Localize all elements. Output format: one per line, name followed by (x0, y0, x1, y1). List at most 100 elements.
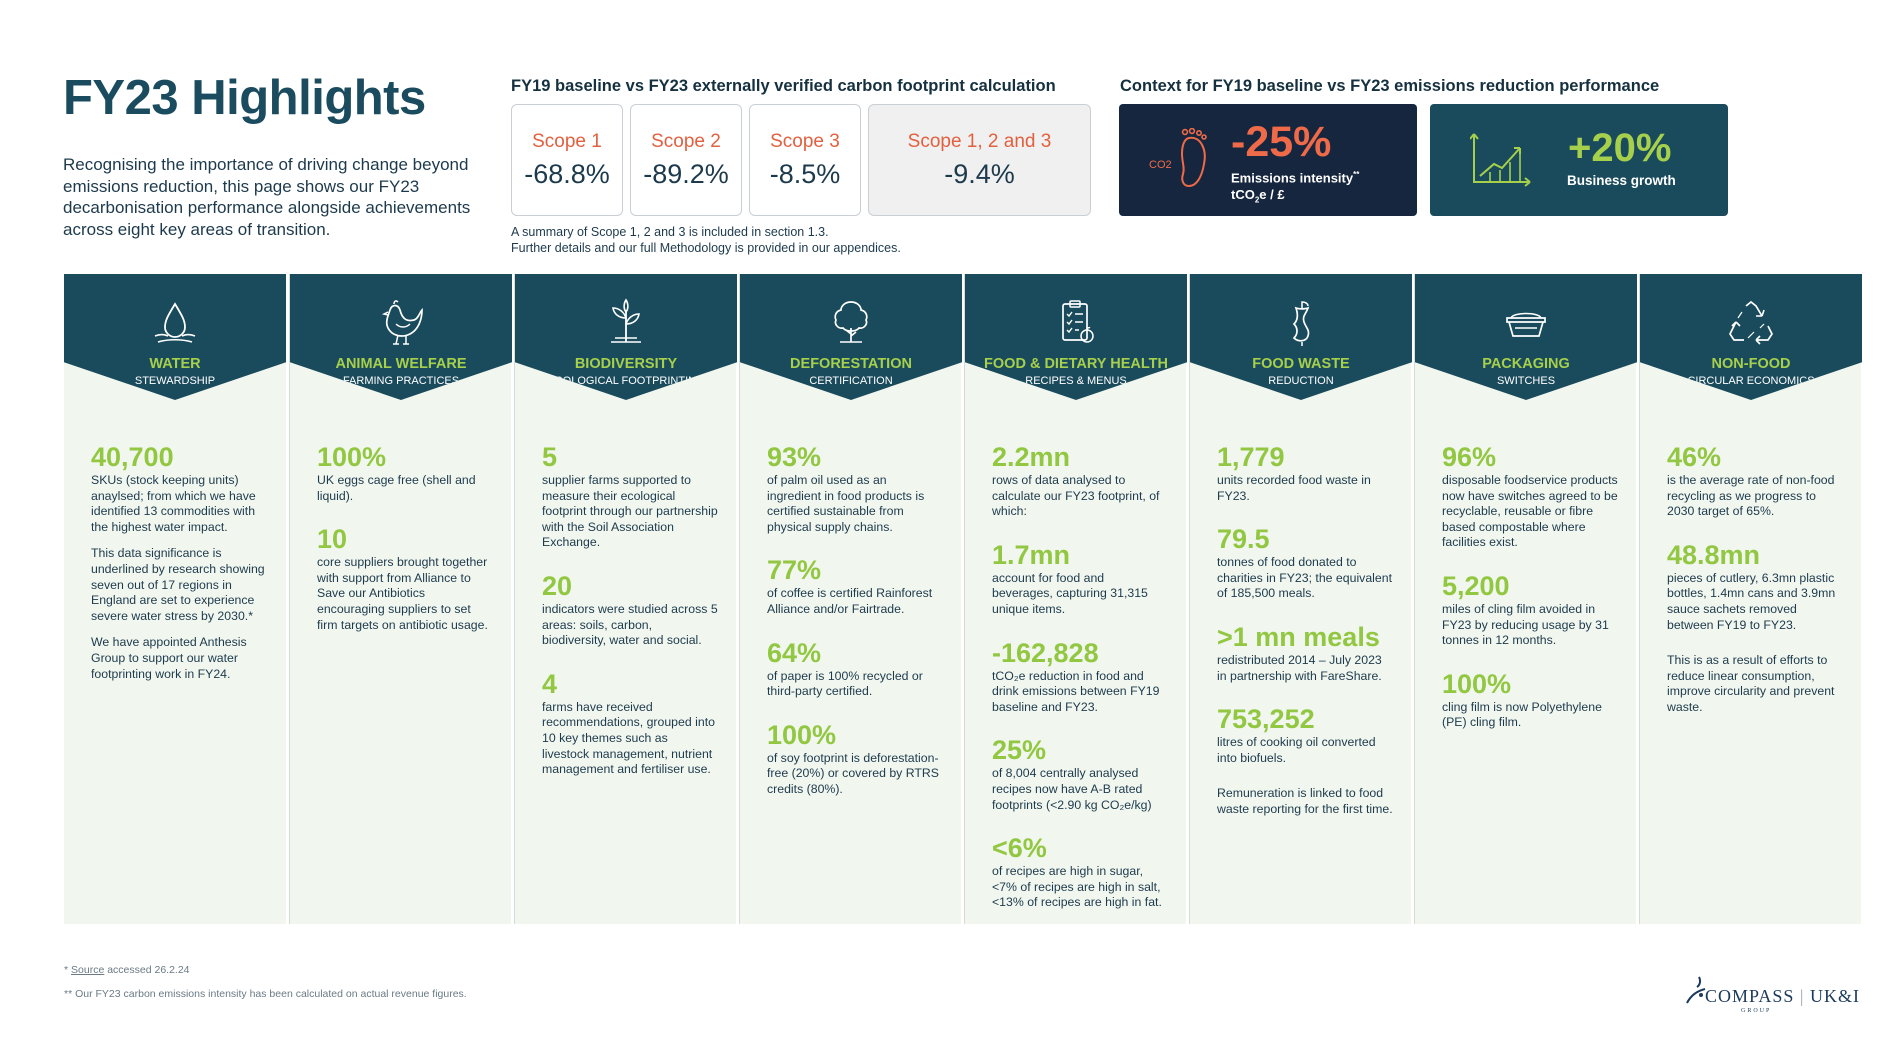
stat-description: of coffee is certified Rainforest Allian… (767, 586, 933, 616)
stat-description: litres of cooking oil converted into bio… (1217, 735, 1376, 765)
column-subtitle: FARMING PRACTICES (342, 375, 460, 387)
column-header: WATER STEWARDSHIP (64, 274, 286, 400)
co2-icon-text: CO2 (1149, 159, 1172, 171)
column-header: FOOD & DIETARY HEALTH RECIPES & MENUS (965, 274, 1187, 400)
scope-total-value: -9.4% (944, 159, 1015, 189)
stat-description: disposable foodservice products now have… (1442, 473, 1618, 550)
footnote-source-text: accessed 26.2.24 (107, 964, 190, 976)
water-drop-icon (154, 302, 196, 343)
emissions-intensity-value: -25% (1231, 118, 1332, 166)
intro-text: Recognising the importance of driving ch… (63, 155, 471, 239)
column-body: 46% is the average rate of non-food recy… (1667, 442, 1843, 736)
column-subtitle: CERTIFICATION (809, 375, 893, 387)
stat-description: of soy footprint is deforestation-free (… (767, 750, 939, 796)
scope-3-label: Scope 3 (770, 131, 840, 152)
logo-wordmark: COMPASS | UK&I (1705, 986, 1860, 1006)
transition-areas: WATER STEWARDSHIP 40,700 SKUs (stock kee… (64, 274, 1862, 924)
stat-value: 79.5 (1217, 524, 1270, 555)
emissions-intensity-card: CO2 -25% Emissions intensity** tCO2e / £ (1119, 104, 1417, 216)
logo-group-text: GROUP (1741, 1008, 1772, 1014)
column-body: 40,700 SKUs (stock keeping units) anayls… (91, 442, 267, 702)
scope-1-box: Scope 1 -68.8% (511, 104, 623, 216)
stat-value: 40,700 (91, 442, 174, 472)
scope-3-value: -8.5% (769, 159, 841, 189)
footnote-intensity: ** Our FY23 carbon emissions intensity h… (64, 988, 467, 1000)
column-title: ANIMAL WELFARE (335, 356, 467, 372)
column-subtitle: CIRCULAR ECONOMICS (1687, 375, 1815, 387)
column-header: FOOD WASTE REDUCTION (1190, 274, 1412, 400)
emissions-intensity-unit-end: e / £ (1259, 187, 1285, 203)
emissions-intensity-footnote-mark: ** (1353, 170, 1360, 179)
stat-value: 10 (317, 524, 348, 555)
context-heading: Context for FY19 baseline vs FY23 emissi… (1120, 77, 1660, 95)
stat-description: This data significance is underlined by … (91, 546, 265, 623)
stat-value: 48.8mn (1667, 539, 1761, 570)
stat-value: 753,252 (1217, 704, 1315, 735)
growth-chart-icon (1470, 133, 1531, 187)
stat-description: SKUs (stock keeping units) anaylsed; fro… (91, 473, 256, 534)
stat-description: tCO₂e reduction in food and drink emissi… (992, 668, 1160, 714)
stat-description: Remuneration is linked to food waste rep… (1217, 786, 1393, 816)
column-title: FOOD WASTE (1252, 356, 1350, 372)
source-link[interactable]: Source (71, 964, 105, 976)
stat-value: 46% (1667, 442, 1722, 472)
stat-value: 1.7mn (992, 539, 1071, 570)
column-packaging: PACKAGING SWITCHES 96% disposable foodse… (1414, 274, 1637, 924)
stat-value: 100% (767, 719, 837, 750)
stat-value: 93% (767, 442, 822, 472)
stat-description: farms have received recommendations, gro… (542, 699, 715, 777)
column-title: WATER (149, 356, 201, 372)
chicken-icon (381, 300, 423, 345)
emissions-intensity-label: Emissions intensity** tCO2e / £ (1231, 166, 1359, 209)
stat-value: <6% (992, 833, 1047, 864)
footnote-mark: * (64, 964, 69, 976)
emissions-intensity-label-1: Emissions intensity (1231, 170, 1354, 186)
column-subtitle: ECOLOGICAL FOOTPRINTING (547, 375, 705, 387)
column-water: WATER STEWARDSHIP 40,700 SKUs (stock kee… (64, 274, 286, 924)
logo-region: UK&I (1810, 986, 1860, 1006)
column-biodiversity: BIODIVERSITY ECOLOGICAL FOOTPRINTING 5 s… (514, 274, 737, 924)
logo-name: COMPASS (1705, 986, 1795, 1006)
stat-value: 100% (1442, 668, 1512, 699)
co2-footprint-icon: CO2 (1149, 128, 1207, 188)
stat-description: of recipes are high in sugar, <7% of rec… (992, 864, 1162, 910)
stat-value: 2.2mn (992, 442, 1071, 472)
column-header: BIODIVERSITY ECOLOGICAL FOOTPRINTING (515, 274, 737, 400)
stat-value: 1,779 (1217, 442, 1285, 472)
stat-value: -162,828 (992, 637, 1099, 668)
tree-icon (834, 301, 868, 343)
stat-value: 77% (767, 555, 822, 586)
scope-note-line-2: Further details and our full Methodology… (511, 241, 901, 255)
column-title: NON-FOOD (1711, 356, 1791, 372)
stat-description: This is as a result of efforts to reduce… (1667, 653, 1835, 714)
stat-value: 100% (317, 442, 387, 472)
column-header: NON-FOOD CIRCULAR ECONOMICS (1640, 274, 1862, 400)
page-title: FY23 Highlights (63, 71, 426, 125)
column-title: PACKAGING (1482, 356, 1570, 372)
stat-description: units recorded food waste in FY23. (1217, 473, 1371, 503)
apple-core-icon (1292, 301, 1310, 346)
recipe-checklist-icon (1062, 300, 1094, 343)
stat-description: rows of data analysed to calculate our F… (992, 473, 1160, 519)
column-body: 100% UK eggs cage free (shell and liquid… (317, 442, 493, 653)
stat-value: 25% (992, 735, 1047, 766)
stat-description: indicators were studied across 5 areas: … (542, 601, 718, 648)
scope-note: A summary of Scope 1, 2 and 3 is include… (511, 224, 901, 256)
column-title: BIODIVERSITY (574, 356, 678, 372)
recycle-icon (1729, 300, 1773, 345)
column-food-dietary-health: FOOD & DIETARY HEALTH RECIPES & MENUS 2.… (964, 274, 1187, 924)
stat-description: of 8,004 centrally analysed recipes now … (992, 766, 1152, 812)
stat-description: account for food and beverages, capturin… (992, 570, 1148, 616)
column-body: 5 supplier farms supported to measure th… (542, 442, 718, 798)
emissions-intensity-unit: tCO (1231, 187, 1255, 203)
stat-value: 64% (767, 637, 822, 668)
stat-value: 5 (542, 442, 558, 472)
stat-description: miles of cling film avoided in FY23 by r… (1442, 601, 1609, 648)
stat-description: redistributed 2014 – July 2023 in partne… (1217, 652, 1382, 683)
scope-total-label: Scope 1, 2 and 3 (907, 131, 1052, 152)
compass-logo: COMPASS | UK&I GROUP (1683, 975, 1860, 1019)
business-growth-label: Business growth (1567, 173, 1676, 188)
stat-value: 20 (542, 570, 573, 601)
column-deforestation: DEFORESTATION CERTIFICATION 93% of palm … (739, 274, 962, 924)
column-subtitle: SWITCHES (1496, 375, 1556, 387)
